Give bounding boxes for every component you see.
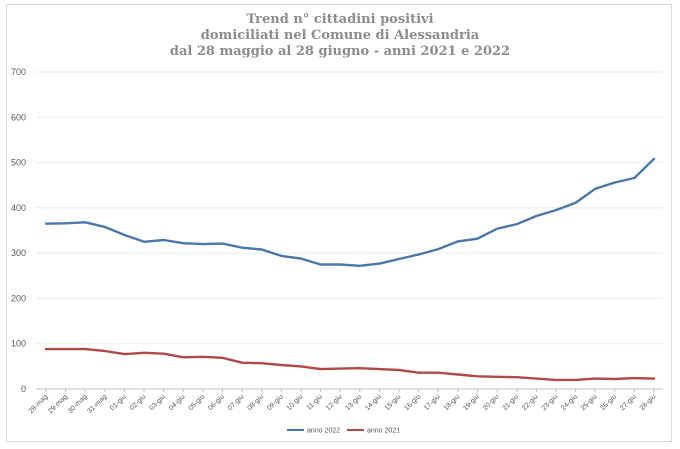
x-tick-label: 28-mag <box>28 393 50 415</box>
x-tick-label: 11-giu <box>306 393 324 411</box>
chart-title-line-3: dal 28 maggio al 28 giugno - anni 2021 e… <box>169 44 511 59</box>
x-tick-label: 20-giu <box>482 393 501 412</box>
x-tick-label: 28-giu <box>639 393 658 412</box>
y-axis: 0 100 200 300 400 500 600 700 <box>11 67 26 394</box>
y-tick-label: 0 <box>21 384 26 394</box>
x-tick-label: 07-giu <box>227 393 246 412</box>
y-tick-label: 700 <box>11 67 26 77</box>
y-tick-label: 500 <box>11 158 26 168</box>
legend: anno 2022 anno 2021 <box>287 428 400 435</box>
y-tick-label: 600 <box>11 112 26 122</box>
gridlines <box>36 71 663 390</box>
x-tick-label: 29-mag <box>47 393 69 415</box>
x-tick-label: 30-mag <box>67 393 89 415</box>
x-tick-label: 15-giu <box>384 393 403 412</box>
x-tick-label: 23-giu <box>541 393 560 412</box>
x-tick-label: 21-giu <box>501 393 520 412</box>
legend-label-2: anno 2021 <box>367 428 400 435</box>
y-tick-label: 100 <box>11 339 26 349</box>
x-tick-label: 10-giu <box>286 393 305 412</box>
y-tick-label: 200 <box>11 293 26 303</box>
x-tick-label: 02-giu <box>129 393 148 412</box>
series-line-2 <box>44 347 656 382</box>
x-tick-label: 31-mag <box>87 393 109 415</box>
x-tick-label: 12-giu <box>325 393 344 412</box>
chart-title-line-2: domiciliati nel Comune di Alessandria <box>200 28 480 43</box>
x-tick-label: 04-giu <box>168 393 187 412</box>
x-tick-label: 26-giu <box>599 393 618 412</box>
x-tick-label: 18-giu <box>443 393 462 412</box>
x-tick-label: 24-giu <box>560 393 579 412</box>
x-tick-label: 03-giu <box>148 393 167 412</box>
legend-label-1: anno 2022 <box>307 428 340 435</box>
x-tick-label: 01-giu <box>109 393 128 412</box>
x-tick-label: 05-giu <box>188 393 207 412</box>
chart-frame <box>6 4 672 442</box>
x-tick-label: 25-giu <box>580 393 599 412</box>
x-tick-label: 17-giu <box>423 393 442 412</box>
x-tick-label: 27-giu <box>619 393 638 412</box>
y-tick-label: 400 <box>11 203 26 213</box>
x-tick-label: 14-giu <box>364 393 383 412</box>
x-tick-label: 22-giu <box>521 393 540 412</box>
x-tick-label: 19-giu <box>462 393 481 412</box>
series-line-1 <box>44 157 656 267</box>
chart-title-line-1: Trend n° cittadini positivi <box>246 12 434 27</box>
y-tick-label: 300 <box>11 248 26 258</box>
x-tick-label: 09-giu <box>266 393 285 412</box>
x-tick-label: 06-giu <box>207 393 226 412</box>
x-tick-label: 13-giu <box>345 393 364 412</box>
chart-title: Trend n° cittadini positivi domiciliati … <box>0 12 680 60</box>
series-lines <box>44 157 656 382</box>
x-tick-label: 16-giu <box>403 393 422 412</box>
x-tick-label: 08-giu <box>246 393 265 412</box>
